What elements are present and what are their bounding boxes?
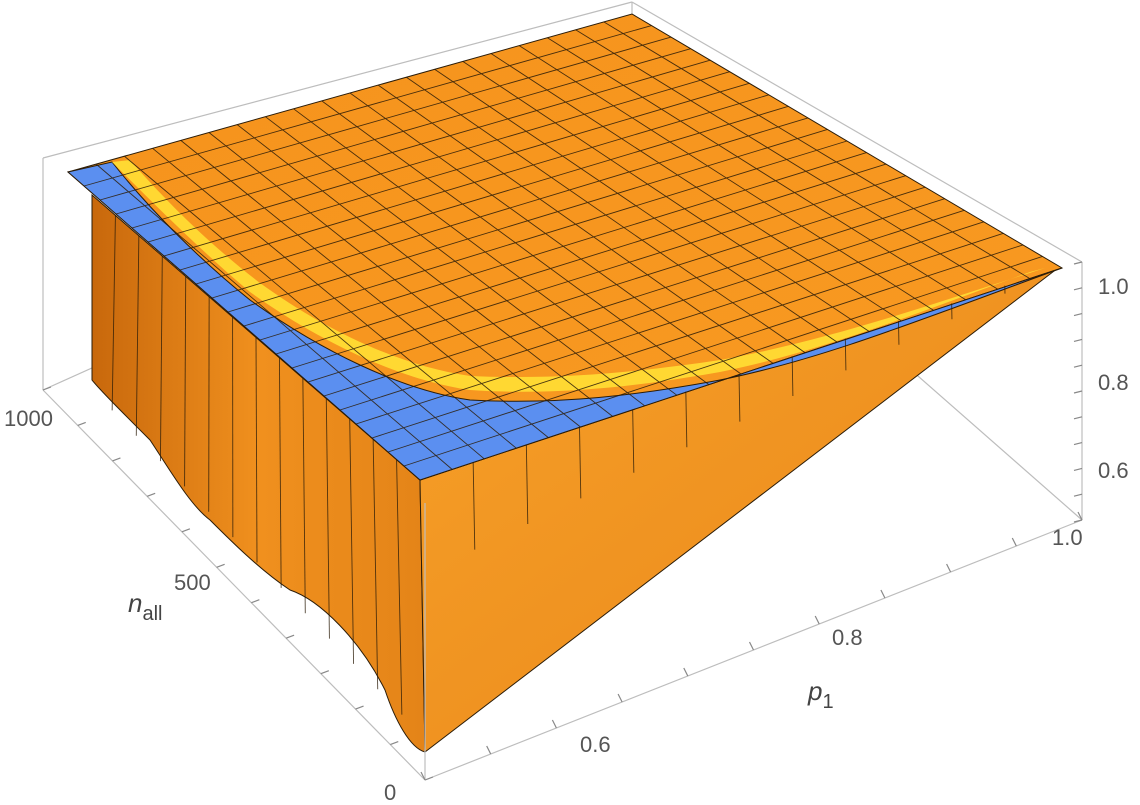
y-axis-tick — [112, 457, 121, 462]
mesh-line-y — [355, 221, 984, 425]
surface-mesh — [83, 21, 1043, 470]
front-ridge — [396, 459, 403, 715]
y-axis-label: nall — [128, 588, 162, 625]
y-axis-tick — [390, 740, 399, 746]
mesh-line-y — [163, 82, 750, 257]
mesh-line-y — [179, 94, 769, 271]
front-ridge — [278, 357, 282, 588]
y-axis-tick — [181, 528, 191, 533]
z-tick-0.8: 0.8 — [1098, 370, 1129, 395]
y-tick-500: 500 — [174, 570, 211, 595]
right-ridge — [738, 373, 741, 422]
x-axis-tick — [1077, 511, 1083, 521]
right-ridge — [844, 338, 847, 371]
y-axis-tick — [42, 386, 52, 391]
mesh-line-y — [227, 129, 828, 313]
y-axis-tick — [285, 634, 295, 639]
front-ridge — [302, 378, 306, 614]
z-axis-tick — [1073, 338, 1083, 342]
z-axis-tick — [1073, 313, 1083, 317]
mesh-line-y — [243, 140, 848, 327]
z-tick-0.6: 0.6 — [1098, 458, 1129, 483]
x-tick-0.8: 0.8 — [832, 625, 863, 650]
z-axis-tick — [1073, 416, 1083, 420]
y-tick-0: 0 — [384, 780, 396, 805]
y-axis-tick — [146, 492, 156, 497]
x-axis-tick — [617, 693, 623, 703]
mesh-line-y — [323, 198, 945, 397]
z-tick-1.0: 1.0 — [1098, 274, 1129, 299]
mesh-line-y — [371, 232, 1004, 439]
front-ridge — [135, 235, 140, 436]
front-ridge — [184, 276, 187, 487]
surface-front-left-face — [91, 193, 426, 753]
right-ridge — [579, 426, 582, 499]
x-axis-tick — [814, 615, 820, 625]
z-axis-tick — [1073, 364, 1083, 368]
z-axis-tick — [1073, 261, 1083, 265]
y-axis-tick — [320, 670, 330, 675]
x-axis-tick — [420, 771, 426, 781]
z-axis-tick — [1073, 467, 1083, 471]
mesh-line-y — [115, 48, 691, 215]
y-axis-tick-labels: 0 500 1000 — [4, 406, 396, 805]
x-axis-tick — [880, 589, 886, 599]
axis-ticks — [42, 261, 1083, 781]
x-axis-tick — [551, 719, 557, 729]
right-ridge — [791, 356, 794, 397]
z-axis-tick — [1073, 442, 1083, 446]
mesh-line-y — [307, 186, 926, 383]
right-ridge — [632, 409, 635, 473]
y-axis-tick — [355, 705, 364, 710]
z-axis-tick — [1073, 493, 1083, 497]
x-tick-0.6: 0.6 — [580, 732, 611, 757]
y-axis-tick — [251, 599, 260, 604]
front-ridge — [372, 439, 379, 690]
mesh-line-y — [131, 59, 711, 229]
z-axis-tick — [1073, 287, 1083, 291]
x-tick-1.0: 1.0 — [1052, 525, 1083, 550]
right-ridge — [525, 444, 529, 525]
mesh-line-y — [99, 36, 672, 201]
x-axis-tick — [946, 563, 952, 573]
mesh-line-y — [211, 117, 809, 299]
mesh-line-y — [275, 163, 887, 355]
y-axis-tick — [424, 776, 434, 781]
z-axis-tick — [1073, 390, 1083, 394]
x-axis-tick — [486, 745, 492, 755]
x-axis-label: p1 — [807, 676, 834, 713]
mesh-line-y — [387, 244, 1024, 453]
y-axis-tick — [77, 421, 86, 427]
x-axis-tick — [1011, 537, 1017, 547]
y-tick-1000: 1000 — [4, 406, 53, 431]
z-axis-tick-labels: 0.6 0.8 1.0 — [1098, 274, 1129, 483]
mesh-line-y — [291, 175, 906, 369]
front-ridge — [349, 418, 355, 664]
front-ridge — [111, 215, 116, 411]
mesh-line-y — [403, 256, 1043, 467]
right-ridge — [472, 462, 476, 550]
right-ridge — [685, 391, 688, 448]
x-axis-tick — [748, 641, 755, 651]
mesh-line-y — [339, 209, 965, 411]
mesh-line-y — [147, 71, 730, 243]
y-axis-tick — [216, 563, 225, 568]
front-face-ridges — [111, 215, 1006, 715]
mesh-line-y — [83, 25, 652, 187]
z-axis-tick — [1073, 519, 1083, 523]
front-ridge — [159, 256, 163, 462]
x-axis-tick — [683, 667, 689, 677]
x-axis-tick-labels: 0.6 0.8 1.0 — [580, 525, 1083, 757]
front-ridge — [325, 398, 330, 639]
mesh-line-y — [195, 105, 789, 285]
mesh-line-y — [259, 152, 867, 341]
front-ridge — [255, 337, 258, 563]
